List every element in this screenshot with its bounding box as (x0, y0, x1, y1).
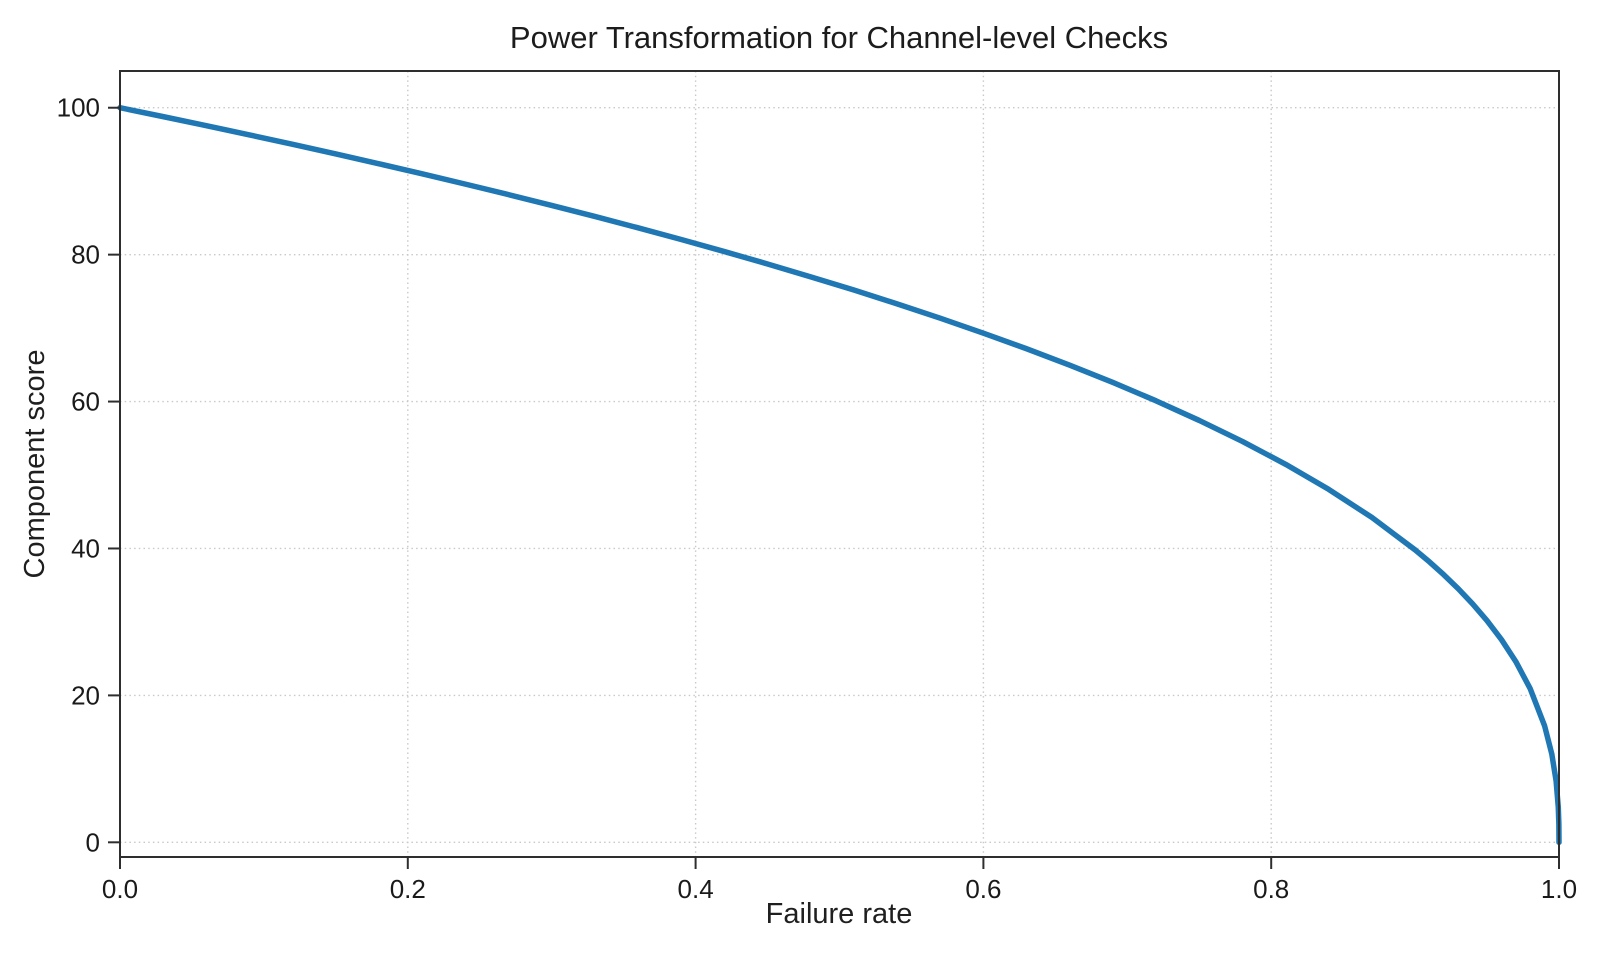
axes-layer (108, 70, 1560, 869)
series-layer (117, 104, 1562, 846)
x-tick-label: 0.8 (1253, 874, 1289, 904)
y-tick-label: 40 (71, 533, 100, 563)
x-tick-label: 0.0 (102, 874, 138, 904)
x-tick-label: 0.4 (678, 874, 714, 904)
y-tick-label: 60 (71, 387, 100, 417)
y-tick-label: 100 (57, 93, 100, 123)
chart-title: Power Transformation for Channel-level C… (510, 20, 1168, 55)
y-tick-label: 0 (86, 827, 100, 857)
plot-border (119, 70, 1560, 858)
y-tick-label: 20 (71, 680, 100, 710)
x-tick-label: 0.6 (965, 874, 1001, 904)
y-tick-label: 80 (71, 240, 100, 270)
tick-label-layer: 0.0 0.2 0.4 0.6 0.8 1.0 0 20 40 60 80 100 (57, 93, 1577, 904)
grid-layer (119, 71, 1560, 857)
x-axis-label: Failure rate (766, 898, 913, 930)
x-tick-label: 0.2 (390, 874, 426, 904)
y-axis-label: Component score (19, 350, 51, 579)
component-score-curve (117, 104, 1562, 846)
x-tick-label: 1.0 (1541, 874, 1577, 904)
